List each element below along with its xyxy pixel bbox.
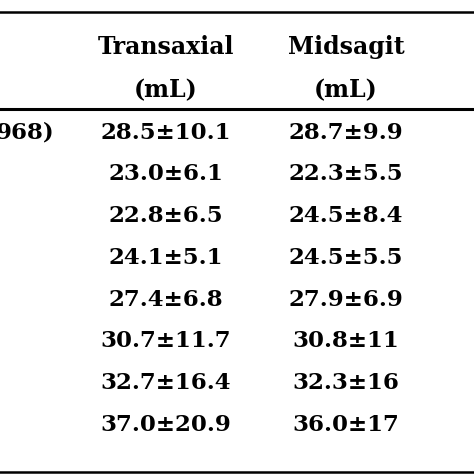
Text: 22.3±5.5: 22.3±5.5 bbox=[289, 164, 403, 185]
Text: 22.8±6.5: 22.8±6.5 bbox=[109, 205, 223, 227]
Text: 24.5±5.5: 24.5±5.5 bbox=[289, 247, 403, 269]
Text: 27.9±6.9: 27.9±6.9 bbox=[289, 289, 403, 310]
Text: (mL): (mL) bbox=[134, 78, 198, 102]
Text: 30.7±11.7: 30.7±11.7 bbox=[100, 330, 231, 352]
Text: (mL): (mL) bbox=[314, 78, 378, 102]
Text: 24.5±8.4: 24.5±8.4 bbox=[289, 205, 403, 227]
Text: 27.4±6.8: 27.4±6.8 bbox=[109, 289, 223, 310]
Text: 28.5±10.1: 28.5±10.1 bbox=[100, 122, 231, 144]
Text: 32.3±16: 32.3±16 bbox=[292, 372, 400, 394]
Text: Midsagit: Midsagit bbox=[288, 36, 404, 59]
Text: 30.8±11: 30.8±11 bbox=[292, 330, 400, 352]
Text: 32.7±16.4: 32.7±16.4 bbox=[100, 372, 231, 394]
Text: 24.1±5.1: 24.1±5.1 bbox=[109, 247, 223, 269]
Text: 28.7±9.9: 28.7±9.9 bbox=[289, 122, 403, 144]
Text: 23.0±6.1: 23.0±6.1 bbox=[109, 164, 223, 185]
Text: 968): 968) bbox=[0, 122, 54, 144]
Text: 37.0±20.9: 37.0±20.9 bbox=[100, 414, 231, 436]
Text: Transaxial: Transaxial bbox=[98, 36, 234, 59]
Text: 36.0±17: 36.0±17 bbox=[292, 414, 400, 436]
